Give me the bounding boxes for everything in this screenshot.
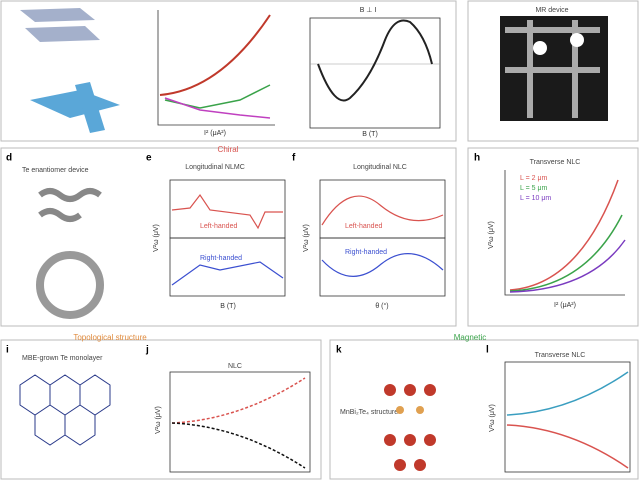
plot-frame <box>169 237 286 297</box>
axis-label: B (T) <box>220 303 236 310</box>
panel-letter: f <box>292 153 296 164</box>
plot-frame <box>319 237 446 297</box>
lattice <box>19 374 111 446</box>
panel-letter: j <box>145 345 149 356</box>
plot-frame <box>319 179 446 239</box>
crystal <box>384 384 436 471</box>
panel-title: Transverse NLC <box>535 352 586 359</box>
panel-letter: e <box>146 153 152 164</box>
plot-c: B ⊥ I B (T) <box>309 7 441 138</box>
curve-label: Left-handed <box>345 223 382 230</box>
curve <box>509 179 619 291</box>
curve-label: Left-handed <box>200 223 237 230</box>
axis-label: I² (μA²) <box>204 130 226 137</box>
axis-label: V²ω (μV) <box>153 224 160 252</box>
curve <box>506 424 629 469</box>
panel-title: Te enantiomer device <box>22 167 89 174</box>
section-label: Chiral <box>218 145 239 154</box>
curve <box>509 214 623 292</box>
plot-frame <box>504 361 631 473</box>
panel-title: MBE-grown Te monolayer <box>22 355 103 362</box>
axis-label: θ (°) <box>375 302 388 310</box>
curve <box>506 371 629 416</box>
panel-header: B ⊥ I <box>360 7 377 14</box>
curve <box>509 239 626 293</box>
section-label: Magnetic <box>454 333 486 342</box>
curve <box>321 195 444 226</box>
curve-label: Right-handed <box>345 249 387 256</box>
microscope-image <box>500 16 608 121</box>
curve <box>171 261 284 286</box>
plot-b: I² (μA²) <box>157 10 275 137</box>
axis-label: V²ω (μV) <box>155 406 162 434</box>
frame <box>467 0 639 142</box>
curve <box>171 422 306 469</box>
panel-letter: l <box>486 345 489 356</box>
helix-sketch <box>36 188 104 319</box>
curve <box>171 193 283 230</box>
panel-letter: d <box>6 153 12 164</box>
axis-label: V²ω (μV) <box>303 224 310 252</box>
curve <box>321 253 444 277</box>
panel-letter: k <box>336 345 342 356</box>
axes <box>504 170 625 296</box>
panel-title: NLC <box>228 363 242 370</box>
legend-entry: L = 5 μm <box>520 185 547 192</box>
device-sketch <box>20 8 120 133</box>
curve <box>171 377 306 424</box>
axis-label: I² (μA²) <box>554 302 576 309</box>
curve-label: Right-handed <box>200 255 242 262</box>
axis-label: V²ω (μV) <box>489 404 496 432</box>
legend-entry: L = 10 μm <box>520 195 551 202</box>
panel-title: MR device <box>535 7 568 14</box>
frame <box>0 339 322 480</box>
frame <box>0 0 457 142</box>
axis-label: B (T) <box>362 131 378 138</box>
panel-title: Transverse NLC <box>530 159 581 166</box>
plot-frame <box>169 371 311 473</box>
axis-label: V²ω (μV) <box>488 221 495 249</box>
frame <box>467 147 639 327</box>
panel-title: MnBi₂Te₄ structure <box>340 409 398 416</box>
panel-letter: i <box>6 345 9 356</box>
legend-entry: L = 2 μm <box>520 175 547 182</box>
frame <box>0 147 457 327</box>
section-label: Topological structure <box>73 333 147 342</box>
frame <box>329 339 639 480</box>
panel-title: Longitudinal NLMC <box>185 164 245 171</box>
panel-letter: h <box>474 153 480 164</box>
panel-title: Longitudinal NLC <box>353 164 407 171</box>
